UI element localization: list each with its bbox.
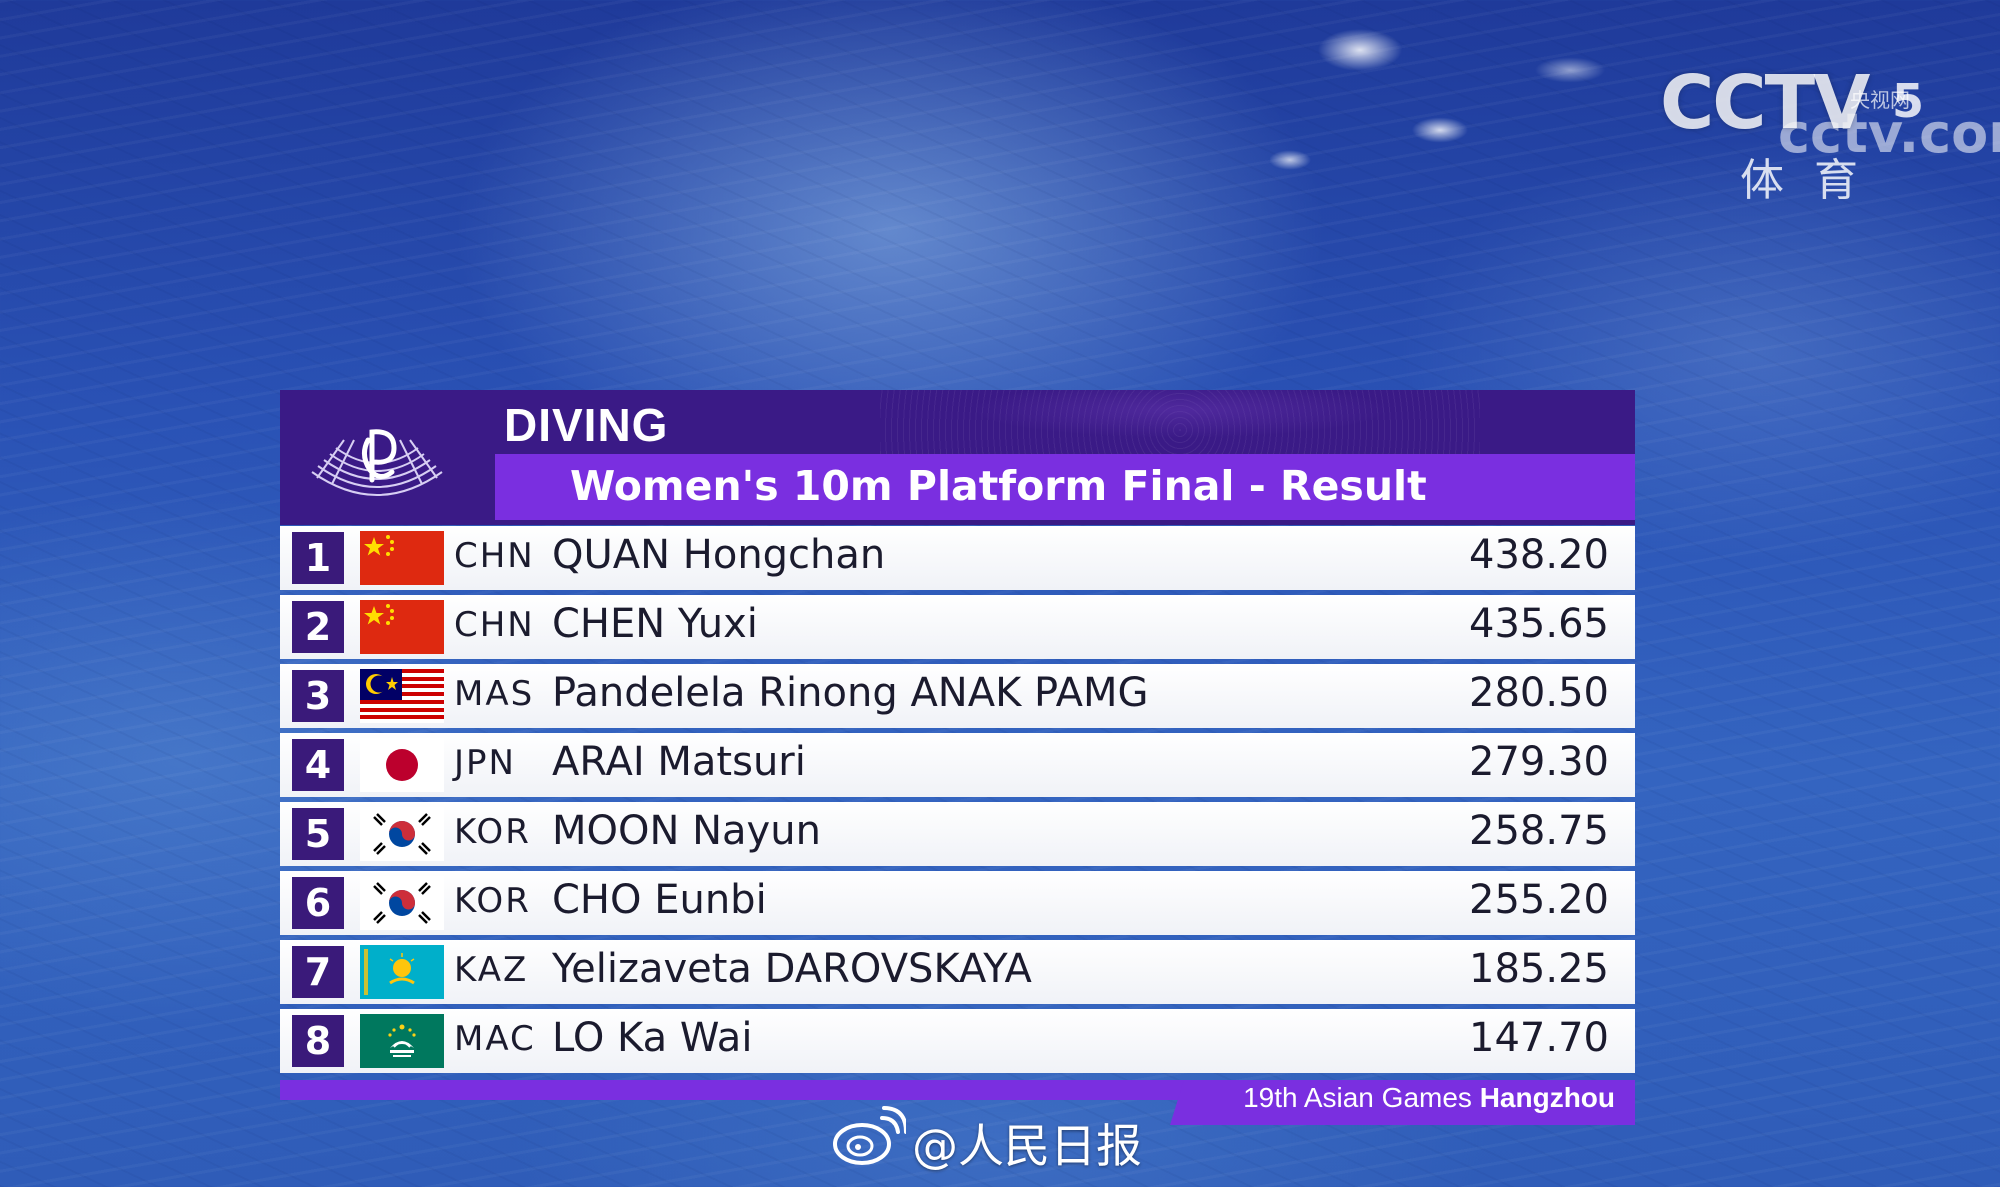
athlete-name: ARAI Matsuri — [552, 739, 806, 785]
score: 147.70 — [1469, 1015, 1609, 1061]
result-row: 6 KOR CHO Eunbi 255.20 — [280, 871, 1635, 935]
noc-code: CHN — [454, 536, 535, 576]
rank-badge: 3 — [292, 670, 344, 722]
rank-badge: 8 — [292, 1015, 344, 1067]
sport-title: DIVING — [504, 399, 669, 451]
athlete-name: Pandelela Rinong ANAK PAMG — [552, 670, 1149, 716]
macau-flag-icon — [360, 1014, 444, 1068]
noc-code: JPN — [454, 743, 516, 783]
malaysia-flag-icon — [360, 669, 444, 723]
rank-badge: 1 — [292, 532, 344, 584]
noc-code: KOR — [454, 812, 531, 852]
score: 258.75 — [1469, 808, 1609, 854]
score: 279.30 — [1469, 739, 1609, 785]
asian-games-logo-icon — [311, 429, 443, 496]
score: 438.20 — [1469, 532, 1609, 578]
channel-name: CCTV — [1660, 60, 1870, 146]
athlete-name: Yelizaveta DAROVSKAYA — [552, 946, 1032, 992]
result-row: 5 KOR MOON Nayun 258.75 — [280, 802, 1635, 866]
result-row: 2 CHN CHEN Yuxi 435.65 — [280, 595, 1635, 659]
noc-code: MAC — [454, 1019, 536, 1059]
results-panel: DIVING Women's 10m Platform Final - Resu… — [280, 390, 1635, 1125]
athlete-name: LO Ka Wai — [552, 1015, 753, 1061]
score: 280.50 — [1469, 670, 1609, 716]
rank-badge: 5 — [292, 808, 344, 860]
athlete-name: MOON Nayun — [552, 808, 821, 854]
footer-tab — [1170, 1080, 1635, 1125]
result-row: 8 MAC LO Ka Wai 147.70 — [280, 1009, 1635, 1073]
kazakhstan-flag-icon — [360, 945, 444, 999]
noc-code: MAS — [454, 674, 535, 714]
water-splash — [1270, 10, 1690, 190]
score: 255.20 — [1469, 877, 1609, 923]
games-name: 19th Asian Games — [1243, 1082, 1480, 1113]
channel-domain: cctv.com — [1778, 102, 2000, 165]
event-title-bar — [495, 454, 1635, 520]
athlete-name: CHO Eunbi — [552, 877, 767, 923]
athlete-name: CHEN Yuxi — [552, 601, 758, 647]
noc-code: KAZ — [454, 950, 529, 990]
score: 185.25 — [1469, 946, 1609, 992]
result-row: 3 MAS Pandelela Rinong ANAK PAMG 280.50 — [280, 664, 1635, 728]
event-title: Women's 10m Platform Final - Result — [570, 462, 1427, 510]
korea-flag-icon — [360, 876, 444, 930]
channel-subtitle: 体育 — [1740, 155, 1888, 206]
result-row: 4 JPN ARAI Matsuri 279.30 — [280, 733, 1635, 797]
host-city: Hangzhou — [1479, 1082, 1615, 1113]
rank-badge: 4 — [292, 739, 344, 791]
rank-badge: 6 — [292, 877, 344, 929]
games-footer-label: 19th Asian Games Hangzhou — [1243, 1082, 1615, 1114]
score: 435.65 — [1469, 601, 1609, 647]
channel-site-label: 央视网 — [1850, 88, 1910, 112]
rank-badge: 2 — [292, 601, 344, 653]
rank-badge: 7 — [292, 946, 344, 998]
weibo-icon — [833, 1106, 906, 1165]
china-flag-icon — [360, 531, 444, 585]
athlete-name: QUAN Hongchan — [552, 532, 886, 578]
channel-number: 5 — [1892, 74, 1925, 128]
result-row: 7 KAZ Yelizaveta DAROVSKAYA 185.25 — [280, 940, 1635, 1004]
result-row: 1 CHN QUAN Hongchan 438.20 — [280, 526, 1635, 590]
watermark-text: @人民日报 — [912, 1119, 1142, 1173]
channel-logo: cctv.com CCTV 央视网 5 体育 — [1660, 60, 2000, 206]
results-header: DIVING Women's 10m Platform Final - Resu… — [280, 390, 1635, 525]
results-table: 1 CHN QUAN Hongchan 438.20 2 CHN CHEN Yuxi 435.… — [280, 526, 1635, 1078]
noc-code: KOR — [454, 881, 531, 921]
noc-code: CHN — [454, 605, 535, 645]
japan-flag-icon — [360, 738, 444, 792]
china-flag-icon — [360, 600, 444, 654]
korea-flag-icon — [360, 807, 444, 861]
